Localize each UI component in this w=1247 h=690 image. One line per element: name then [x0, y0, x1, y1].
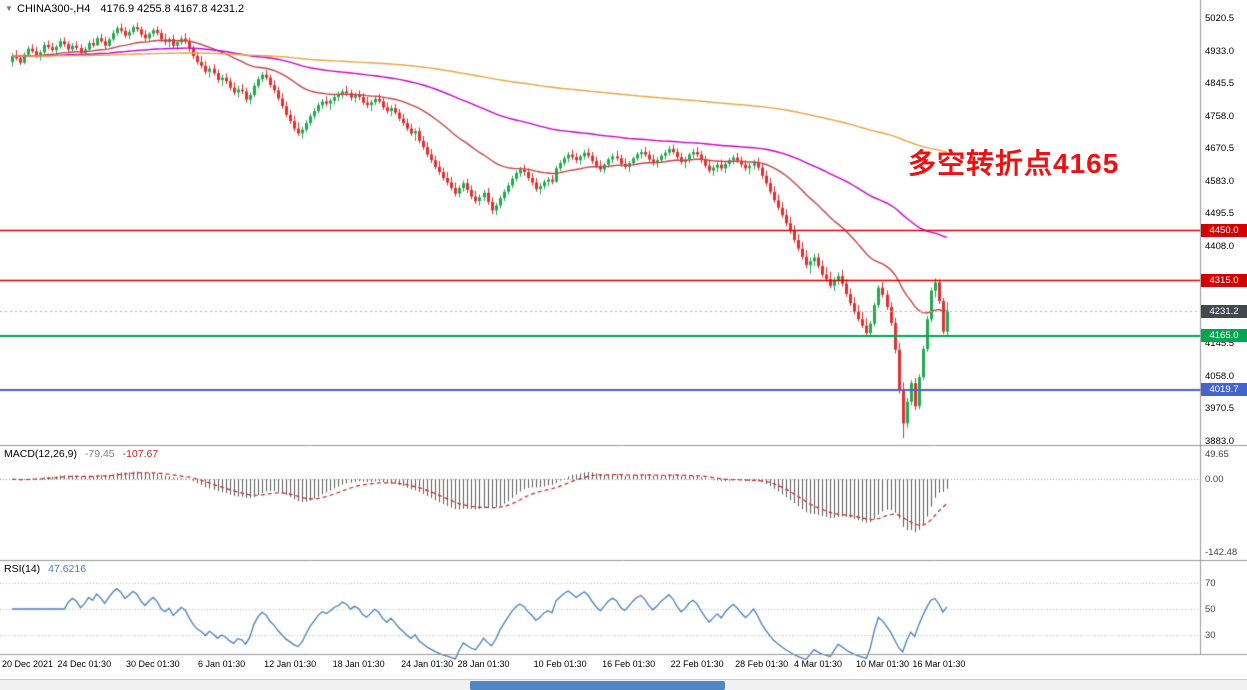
price-level-badge: 4165.0 — [1201, 329, 1247, 343]
price-axis-tick: 3883.0 — [1205, 435, 1235, 447]
macd-name: MACD(12,26,9) — [4, 448, 77, 460]
macd-main-value: -79.45 — [84, 448, 115, 460]
price-axis-tick: 4058.0 — [1205, 370, 1235, 382]
scrollbar-thumb[interactable] — [470, 681, 725, 690]
time-axis-label: 24 Dec 01:30 — [57, 659, 112, 669]
time-axis-label: 12 Jan 01:30 — [264, 659, 317, 669]
rsi-level-label: 30 — [1205, 630, 1216, 641]
rsi-level-label: 50 — [1205, 604, 1216, 615]
rsi-indicator-label: RSI(14) 47.6216 — [4, 563, 86, 575]
current-price-badge: 4231.2 — [1201, 304, 1247, 318]
time-axis-label: 28 Jan 01:30 — [457, 659, 510, 669]
time-axis-label: 18 Jan 01:30 — [332, 659, 385, 669]
price-axis-tick: 4758.0 — [1205, 110, 1235, 122]
time-axis-label: 22 Feb 01:30 — [670, 659, 724, 669]
time-axis-label: 30 Dec 01:30 — [126, 659, 180, 669]
time-axis-label: 20 Dec 2021 — [2, 659, 54, 669]
price-level-badge: 4315.0 — [1201, 273, 1247, 287]
trend-annotation-text: 多空转折点4165 — [908, 148, 1120, 179]
time-axis-label: 16 Mar 01:30 — [912, 659, 966, 669]
price-axis-tick: 4670.5 — [1205, 143, 1235, 155]
macd-scale-label: -142.48 — [1205, 547, 1238, 558]
rsi-level-label: 70 — [1205, 578, 1216, 589]
macd-signal-value: -107.67 — [122, 448, 159, 460]
price-axis-tick: 4845.5 — [1205, 78, 1235, 90]
price-axis-tick: 4408.0 — [1205, 240, 1235, 252]
price-axis-tick: 5020.5 — [1205, 13, 1235, 24]
one-click-trading-toggle-icon[interactable]: ▼ — [5, 4, 13, 13]
time-axis-label: 24 Jan 01:30 — [401, 659, 454, 669]
time-axis-label: 10 Feb 01:30 — [533, 659, 587, 669]
macd-scale-label: 49.65 — [1205, 449, 1229, 460]
price-level-badge: 4450.0 — [1201, 223, 1247, 237]
price-axis-tick: 4145.5 — [1205, 338, 1235, 350]
macd-scale-label: 0.00 — [1205, 474, 1224, 486]
price-axis-tick: 3970.5 — [1205, 403, 1235, 415]
time-axis-label: 10 Mar 01:30 — [855, 659, 910, 669]
time-axis-label: 4 Mar 01:30 — [794, 659, 843, 669]
rsi-value: 47.6216 — [48, 563, 87, 575]
symbol-timeframe-label: CHINA300-,H4 — [17, 3, 91, 15]
ohlc-values: 4176.9 4255.8 4167.8 4231.2 — [100, 3, 245, 15]
price-level-badge: 4019.7 — [1201, 383, 1247, 397]
rsi-name: RSI(14) — [4, 563, 41, 575]
time-axis-label: 28 Feb 01:30 — [735, 659, 789, 669]
macd-indicator-label: MACD(12,26,9) -79.45 -107.67 — [4, 448, 158, 460]
price-axis-tick: 4583.0 — [1205, 175, 1235, 187]
price-axis-tick: 4495.5 — [1205, 208, 1235, 220]
time-axis-label: 16 Feb 01:30 — [602, 659, 656, 669]
chart-title: CHINA300-,H4 4176.9 4255.8 4167.8 4231.2 — [17, 3, 244, 15]
horizontal-scrollbar[interactable] — [0, 679, 1247, 690]
time-axis-label: 6 Jan 01:30 — [198, 659, 246, 669]
price-axis-tick: 4933.0 — [1205, 45, 1235, 57]
